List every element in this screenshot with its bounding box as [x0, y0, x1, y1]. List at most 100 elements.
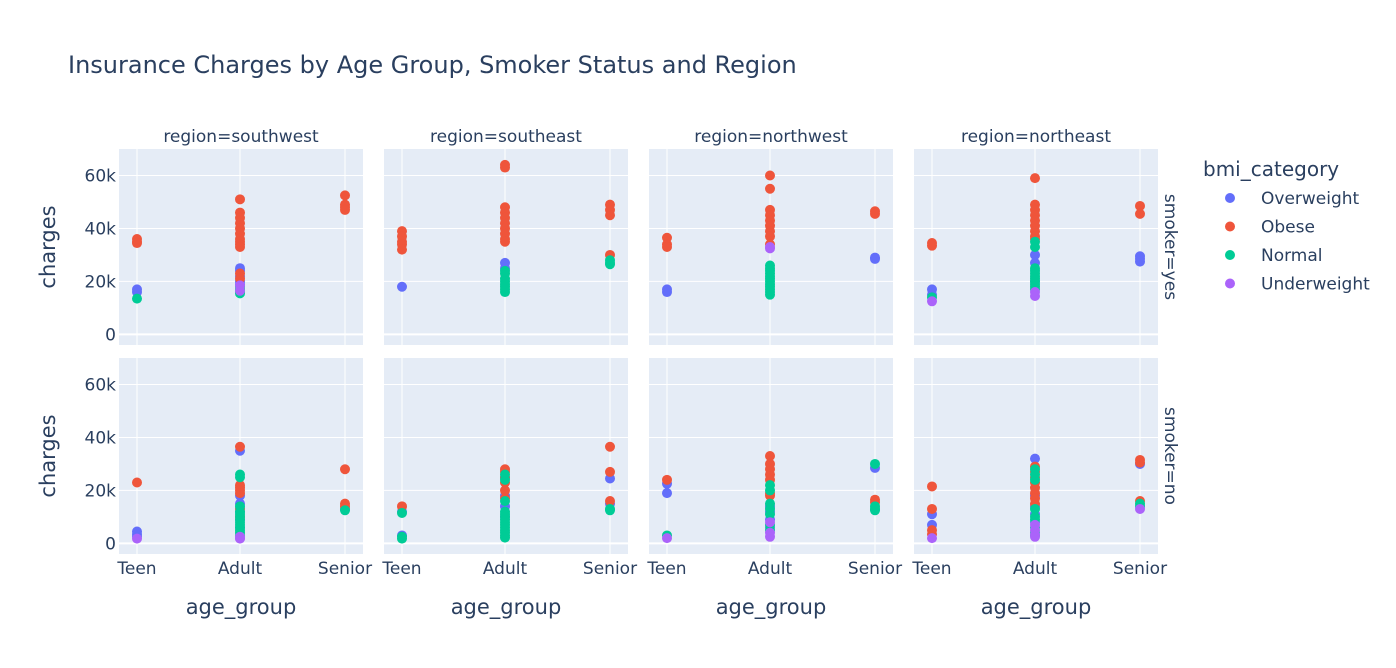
x-tick-label: Adult	[748, 559, 793, 579]
data-point	[397, 533, 407, 544]
data-point	[132, 284, 142, 295]
data-point	[235, 533, 245, 544]
data-point	[235, 441, 245, 452]
data-point	[927, 481, 937, 492]
data-point	[500, 236, 510, 247]
data-point	[662, 242, 672, 252]
y-tick-label: 60k	[85, 375, 117, 395]
data-point	[870, 458, 880, 469]
x-axis-title: age_group	[716, 595, 827, 620]
legend: bmi_category Overweight Obese Normal Underw…	[1203, 157, 1370, 295]
panel-points	[132, 190, 350, 304]
data-point	[765, 231, 775, 242]
panels	[119, 149, 1158, 554]
panel-points	[662, 451, 880, 544]
data-point	[605, 441, 615, 452]
y-tick-label: 40k	[85, 428, 117, 448]
data-point	[765, 509, 775, 520]
data-point	[870, 252, 880, 263]
data-point	[765, 170, 775, 181]
data-point	[765, 243, 775, 254]
data-point	[1135, 200, 1145, 211]
data-point	[1030, 173, 1040, 184]
y-tick-label: 20k	[85, 272, 117, 292]
legend-marker	[1225, 193, 1235, 203]
x-tick-label: Adult	[1013, 559, 1058, 579]
data-point	[662, 488, 672, 499]
y-tick-label: 60k	[85, 166, 117, 186]
data-point	[765, 451, 775, 461]
legend-label: Normal	[1261, 246, 1323, 266]
data-point	[870, 208, 880, 219]
axes: region=southwest region=southeast region=n…	[36, 127, 1180, 620]
data-point	[397, 244, 407, 255]
legend-marker	[1225, 221, 1235, 232]
x-tick-label: Teen	[381, 559, 421, 579]
y-tick-label: 0	[105, 534, 116, 554]
y-tick-label: 0	[105, 325, 116, 345]
x-tick-label: Teen	[911, 559, 951, 579]
data-point	[1030, 503, 1040, 514]
y-axis-title: charges	[36, 414, 60, 497]
x-tick-label: Senior	[583, 559, 637, 579]
facet-label-column: region=northwest	[694, 127, 848, 147]
data-point	[1030, 242, 1040, 252]
data-point	[235, 285, 245, 296]
data-point	[500, 474, 510, 485]
x-tick-label: Adult	[483, 559, 528, 579]
data-point	[340, 464, 350, 475]
data-point	[765, 485, 775, 496]
legend-item[interactable]: Obese	[1225, 218, 1315, 238]
y-tick-label: 40k	[85, 219, 117, 239]
panel	[384, 149, 628, 345]
data-point	[765, 289, 775, 300]
data-point	[1030, 291, 1040, 301]
data-point	[605, 259, 615, 270]
data-point	[235, 194, 245, 205]
legend-label: Overweight	[1261, 189, 1360, 209]
panel-points	[397, 159, 615, 298]
legend-marker	[1225, 250, 1235, 260]
data-point	[132, 293, 142, 304]
legend-item[interactable]: Underweight	[1225, 275, 1370, 295]
legend-item[interactable]: Overweight	[1225, 189, 1360, 209]
data-point	[927, 533, 937, 544]
data-point	[397, 281, 407, 292]
legend-title: bmi_category	[1203, 157, 1339, 181]
data-point	[132, 238, 142, 249]
legend-item[interactable]: Normal	[1225, 246, 1323, 266]
data-point	[235, 472, 245, 483]
data-point	[1135, 503, 1145, 514]
legend-label: Underweight	[1261, 275, 1370, 295]
legend-label: Obese	[1261, 218, 1315, 238]
data-point	[1030, 249, 1040, 260]
panel-points	[662, 170, 880, 300]
panel-background	[384, 149, 628, 345]
data-point	[1135, 208, 1145, 219]
data-point	[340, 505, 350, 516]
data-point	[605, 505, 615, 516]
y-axis-title: charges	[36, 205, 60, 288]
panel	[384, 358, 628, 554]
data-point	[1135, 457, 1145, 468]
x-tick-label: Teen	[646, 559, 686, 579]
data-point	[235, 488, 245, 499]
x-tick-label: Senior	[848, 559, 902, 579]
panel-points	[927, 453, 1145, 544]
panel-points	[927, 173, 1145, 307]
x-tick-label: Adult	[218, 559, 263, 579]
data-point	[927, 240, 937, 251]
data-point	[235, 242, 245, 252]
data-point	[927, 296, 937, 307]
x-axis-title: age_group	[186, 595, 297, 620]
data-point	[1030, 453, 1040, 464]
data-point	[132, 477, 142, 488]
data-point	[662, 533, 672, 544]
x-axis-title: age_group	[451, 595, 562, 620]
panel-points	[397, 441, 615, 544]
data-point	[500, 496, 510, 507]
data-point	[500, 287, 510, 298]
data-point	[500, 485, 510, 496]
facet-label-column: region=southeast	[430, 127, 582, 147]
